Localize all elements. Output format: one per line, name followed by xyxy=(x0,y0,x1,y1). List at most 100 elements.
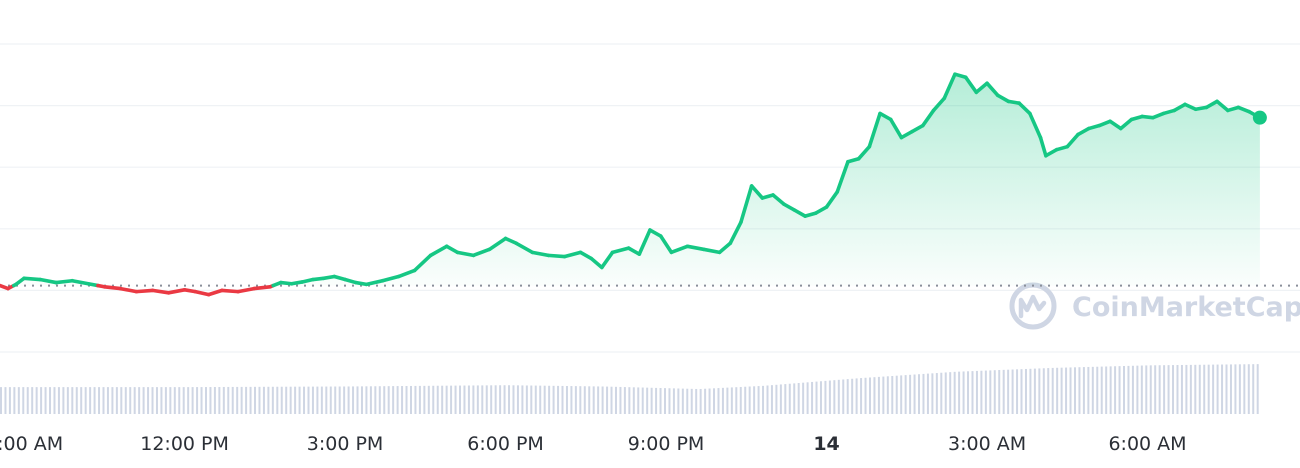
volume-bar xyxy=(708,388,711,414)
volume-bar xyxy=(1131,365,1134,414)
volume-bar xyxy=(570,386,573,414)
volume-bar xyxy=(1212,364,1215,414)
volume-bar xyxy=(530,385,533,414)
volume-bar xyxy=(574,386,577,414)
volume-bar xyxy=(1118,366,1121,414)
volume-bar xyxy=(784,384,787,414)
price-line-segment xyxy=(1028,111,1043,140)
volume-bar xyxy=(940,372,943,414)
volume-bar xyxy=(659,388,662,414)
volume-bar xyxy=(855,378,858,414)
volume-bar xyxy=(779,384,782,414)
volume-bar xyxy=(1051,367,1054,414)
volume-bar xyxy=(392,386,395,414)
volume-bar xyxy=(1189,364,1192,414)
volume-bar xyxy=(454,385,457,414)
volume-bar xyxy=(882,376,885,414)
volume-bar xyxy=(962,371,965,414)
price-line-segment xyxy=(1225,105,1241,113)
volume-bar xyxy=(931,373,934,414)
volume-bar xyxy=(374,386,377,414)
volume-bar xyxy=(1042,368,1045,414)
volume-bar xyxy=(998,370,1001,414)
volume-bar xyxy=(31,387,34,414)
volume-bar xyxy=(151,387,154,414)
volume-bar xyxy=(1016,369,1019,414)
volume-bar xyxy=(432,385,435,414)
volume-bar xyxy=(873,377,876,414)
volume-bar xyxy=(664,388,666,414)
volume-bar xyxy=(8,387,11,414)
volume-bar xyxy=(557,385,560,414)
volume-bar xyxy=(427,385,430,414)
volume-bar xyxy=(1038,368,1041,414)
volume-bar xyxy=(196,387,199,414)
volume-bar xyxy=(909,374,912,414)
volume-bar xyxy=(231,386,234,414)
volume-bar xyxy=(57,387,60,414)
volume-bar xyxy=(1109,366,1112,414)
price-line-segment xyxy=(166,287,187,295)
volume-bar xyxy=(989,370,992,414)
price-area-fill xyxy=(0,74,1260,286)
volume-bar xyxy=(806,382,809,414)
volume-bar xyxy=(178,387,181,414)
volume-bar xyxy=(579,386,582,414)
volume-bar xyxy=(886,376,889,414)
volume-bar xyxy=(802,382,805,414)
volume-bar xyxy=(1047,368,1050,414)
price-line-segment xyxy=(455,250,476,258)
price-line-segment xyxy=(343,277,358,285)
price-line-segment xyxy=(1204,99,1219,110)
volume-bar xyxy=(672,388,675,414)
price-line-segment xyxy=(856,144,872,161)
watermark-text: CoinMarketCap xyxy=(1072,292,1300,323)
volume-bar xyxy=(730,387,733,414)
volume-bar xyxy=(704,388,707,414)
price-line-segment xyxy=(530,250,551,258)
volume-bar xyxy=(267,386,270,414)
price-line-segment xyxy=(70,278,91,286)
volume-bar xyxy=(1007,369,1010,414)
volume-bar xyxy=(1203,364,1206,414)
volume-bar xyxy=(115,387,118,414)
volume-bar xyxy=(1060,367,1063,414)
volume-bar xyxy=(503,385,506,414)
volume-bar xyxy=(552,385,555,414)
volume-bar xyxy=(1136,365,1139,414)
volume-bar xyxy=(1069,367,1072,414)
volume-bar xyxy=(436,385,439,414)
price-line-segment xyxy=(626,246,642,256)
price-line-segment xyxy=(1215,99,1230,113)
volume-bar xyxy=(160,387,163,414)
volume-bar xyxy=(276,386,279,414)
volume-bar xyxy=(405,386,408,414)
last-price-marker[interactable] xyxy=(1252,110,1267,125)
x-tick-label: 3:00 AM xyxy=(948,433,1026,455)
price-line-segment xyxy=(236,286,256,294)
volume-bar xyxy=(967,371,970,414)
volume-bar xyxy=(245,386,248,414)
volume-bar xyxy=(592,386,595,414)
volume-bar xyxy=(1207,364,1210,414)
volume-bar xyxy=(699,388,702,414)
volume-bar xyxy=(1154,365,1157,414)
price-line-segment xyxy=(749,184,765,200)
price-line-segment xyxy=(1038,135,1048,158)
volume-bar xyxy=(588,386,591,414)
x-tick-label: 14 xyxy=(813,433,839,455)
volume-bar xyxy=(677,388,680,414)
x-tick-label: 6:00 PM xyxy=(467,433,544,455)
price-line-segment xyxy=(974,81,989,95)
volume-bar xyxy=(1149,365,1152,414)
watermark: CoinMarketCap xyxy=(1009,282,1300,330)
volume-bar xyxy=(819,381,822,414)
volume-bar xyxy=(329,386,332,414)
volume-bar xyxy=(739,386,742,414)
volume-bar xyxy=(512,385,515,414)
volume-bar xyxy=(311,386,314,414)
volume-bar xyxy=(980,370,983,414)
price-line-segment xyxy=(380,274,401,283)
